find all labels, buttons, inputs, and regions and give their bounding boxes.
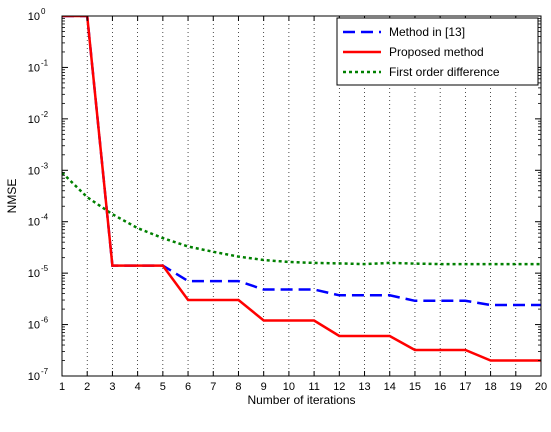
x-tick-label: 13 bbox=[358, 381, 370, 393]
x-tick-label: 8 bbox=[235, 381, 241, 393]
y-tick-label: 10 bbox=[28, 11, 40, 23]
y-tick-label: 10 bbox=[28, 165, 40, 177]
x-tick-label: 2 bbox=[84, 381, 90, 393]
y-tick-label: 10 bbox=[28, 217, 40, 229]
x-tick-label: 1 bbox=[59, 381, 65, 393]
x-tick-labels: 1 2 3 4 5 6 7 8 9 10 11 12 13 14 15 16 17 18 19 20 bbox=[59, 381, 547, 393]
y-tick-label: 10 bbox=[28, 62, 40, 74]
x-tick-label: 16 bbox=[434, 381, 446, 393]
x-axis-label: Number of iterations bbox=[247, 393, 355, 407]
legend-label: First order difference bbox=[389, 65, 500, 79]
y-tick-exponent: -6 bbox=[41, 316, 49, 325]
x-tick-label: 5 bbox=[160, 381, 166, 393]
series-line-2 bbox=[62, 16, 541, 362]
legend-label: Proposed method bbox=[389, 45, 484, 59]
x-tick-label: 19 bbox=[510, 381, 522, 393]
x-tick-label: 18 bbox=[484, 381, 496, 393]
axis-ticks bbox=[61, 15, 542, 377]
x-tick-label: 14 bbox=[384, 381, 396, 393]
x-tick-label: 12 bbox=[333, 381, 345, 393]
y-tick-label: 10 bbox=[28, 320, 40, 332]
x-tick-label: 3 bbox=[109, 381, 115, 393]
y-tick-label: 10 bbox=[28, 371, 40, 383]
x-tick-label: 10 bbox=[283, 381, 295, 393]
plot-frame bbox=[61, 15, 542, 377]
y-tick-exponent: -5 bbox=[41, 264, 49, 273]
legend-label: Method in [13] bbox=[389, 25, 465, 39]
y-tick-exponent: -4 bbox=[41, 213, 49, 222]
y-tick-exponent: -2 bbox=[41, 110, 49, 119]
y-tick-exponent: 0 bbox=[41, 7, 46, 16]
y-tick-label: 10 bbox=[28, 268, 40, 280]
x-tick-label: 11 bbox=[308, 381, 319, 393]
y-tick-exponent: -1 bbox=[41, 58, 49, 67]
y-axis-label: NMSE bbox=[5, 179, 19, 214]
x-tick-label: 4 bbox=[135, 381, 141, 393]
x-tick-label: 20 bbox=[535, 381, 547, 393]
x-tick-label: 15 bbox=[409, 381, 421, 393]
y-tick-label: 10 bbox=[28, 114, 40, 126]
y-tick-exponent: -7 bbox=[41, 367, 49, 376]
series-line-3 bbox=[62, 171, 541, 266]
x-tick-label: 7 bbox=[210, 381, 216, 393]
grid-lines bbox=[86, 16, 517, 376]
x-tick-label: 9 bbox=[261, 381, 267, 393]
series-group bbox=[62, 16, 541, 362]
series-line-1 bbox=[62, 16, 541, 307]
x-tick-label: 17 bbox=[459, 381, 471, 393]
x-tick-label: 6 bbox=[185, 381, 191, 393]
legend: Method in [13] Proposed method First order… bbox=[336, 17, 539, 86]
y-tick-exponent: -3 bbox=[41, 161, 49, 170]
